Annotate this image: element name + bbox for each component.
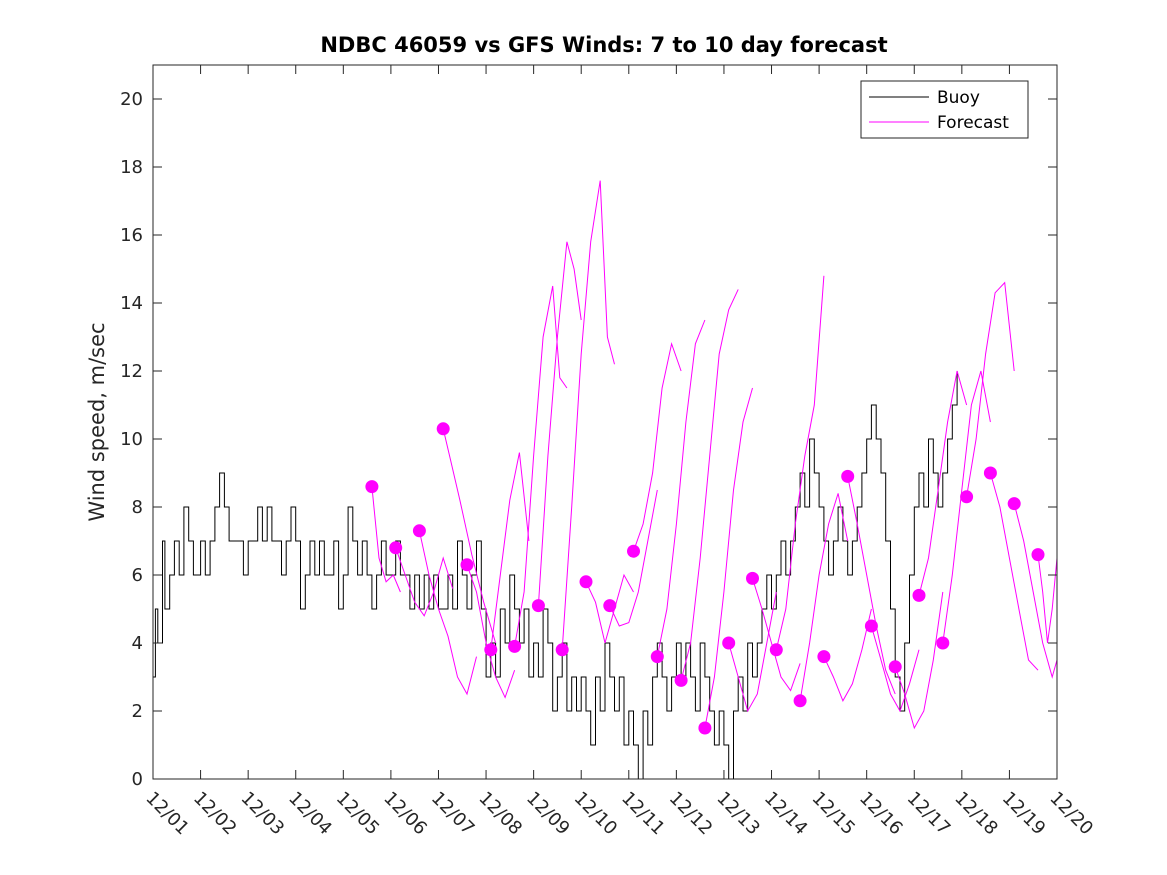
forecast-marker-6 [484, 643, 498, 657]
buoy-line [153, 371, 958, 780]
forecast-line-15 [704, 387, 753, 729]
forecast-line-23 [894, 591, 944, 730]
forecast-marker-23 [888, 660, 902, 674]
legend-box [860, 80, 1029, 139]
forecast-marker-1 [365, 480, 379, 494]
forecast-line-17 [752, 578, 801, 692]
forecast-line-10 [585, 573, 634, 644]
forecast-line-22 [870, 625, 920, 713]
forecast-marker-10 [579, 575, 593, 589]
forecast-line-14 [680, 289, 739, 681]
forecast-marker-8 [531, 599, 545, 613]
y-tick-label: 14 [120, 293, 143, 314]
y-axis-label: Wind speed, m/sec [85, 322, 109, 521]
forecast-line-13 [656, 319, 706, 657]
forecast-line-26 [966, 281, 1015, 497]
chart-title: NDBC 46059 vs GFS Winds: 7 to 10 day for… [320, 33, 887, 57]
forecast-series [365, 180, 1058, 735]
forecast-marker-25 [936, 636, 950, 650]
forecast-marker-18 [769, 643, 783, 657]
forecast-line-16 [728, 591, 777, 713]
y-tick-label: 6 [132, 565, 143, 586]
forecast-line-6 [490, 452, 530, 650]
forecast-line-28 [1013, 503, 1058, 679]
y-tick-label: 16 [120, 225, 143, 246]
y-tick-label: 8 [132, 497, 143, 518]
forecast-marker-11 [603, 599, 617, 613]
forecast-line-12 [633, 341, 682, 552]
legend-forecast-label: Forecast [937, 113, 1009, 133]
forecast-marker-13 [650, 650, 664, 664]
forecast-marker-29 [1031, 548, 1045, 562]
forecast-marker-15 [698, 721, 712, 735]
forecast-line-27 [989, 472, 1039, 671]
legend-buoy-label: Buoy [937, 88, 980, 108]
forecast-line-3 [418, 530, 477, 696]
y-tick-label: 0 [132, 769, 143, 790]
forecast-marker-14 [674, 673, 688, 687]
forecast-line-1 [371, 486, 401, 593]
forecast-marker-28 [1007, 497, 1021, 511]
forecast-line-4 [442, 428, 497, 644]
forecast-marker-21 [841, 469, 855, 483]
forecast-marker-5 [460, 558, 474, 572]
forecast-line-11 [609, 489, 658, 627]
forecast-line-7 [514, 285, 568, 647]
legend: Buoy Forecast [860, 80, 1029, 139]
forecast-marker-27 [983, 466, 997, 480]
forecast-marker-12 [627, 544, 640, 558]
forecast-marker-20 [817, 650, 831, 664]
y-tick-label: 4 [132, 633, 143, 654]
forecast-marker-9 [555, 643, 569, 657]
forecast-line-18 [775, 275, 825, 650]
forecast-marker-3 [412, 524, 426, 538]
forecast-marker-17 [746, 571, 759, 585]
forecast-marker-7 [508, 639, 522, 653]
forecast-line-20 [823, 608, 872, 702]
forecast-line-2 [395, 547, 454, 617]
forecast-line-8 [537, 241, 582, 606]
y-tick-label: 10 [120, 429, 143, 450]
forecast-line-5 [466, 564, 516, 699]
y-tick-label: 18 [120, 157, 143, 178]
forecast-line-19 [799, 493, 849, 701]
forecast-marker-16 [722, 636, 736, 650]
forecast-line-21 [847, 476, 896, 695]
plot-frame [152, 64, 1058, 780]
y-tick-label: 20 [120, 89, 143, 110]
y-tick-label: 12 [120, 361, 143, 382]
forecast-marker-19 [793, 694, 807, 708]
forecast-marker-22 [864, 619, 878, 633]
buoy-series [153, 371, 958, 780]
forecast-marker-26 [960, 490, 974, 504]
forecast-line-9 [561, 180, 615, 650]
forecast-marker-4 [436, 422, 450, 436]
forecast-marker-24 [912, 588, 926, 602]
forecast-line-29 [1037, 554, 1058, 644]
forecast-line-24 [918, 370, 968, 596]
forecast-marker-2 [389, 541, 403, 555]
y-tick-label: 2 [132, 701, 143, 722]
